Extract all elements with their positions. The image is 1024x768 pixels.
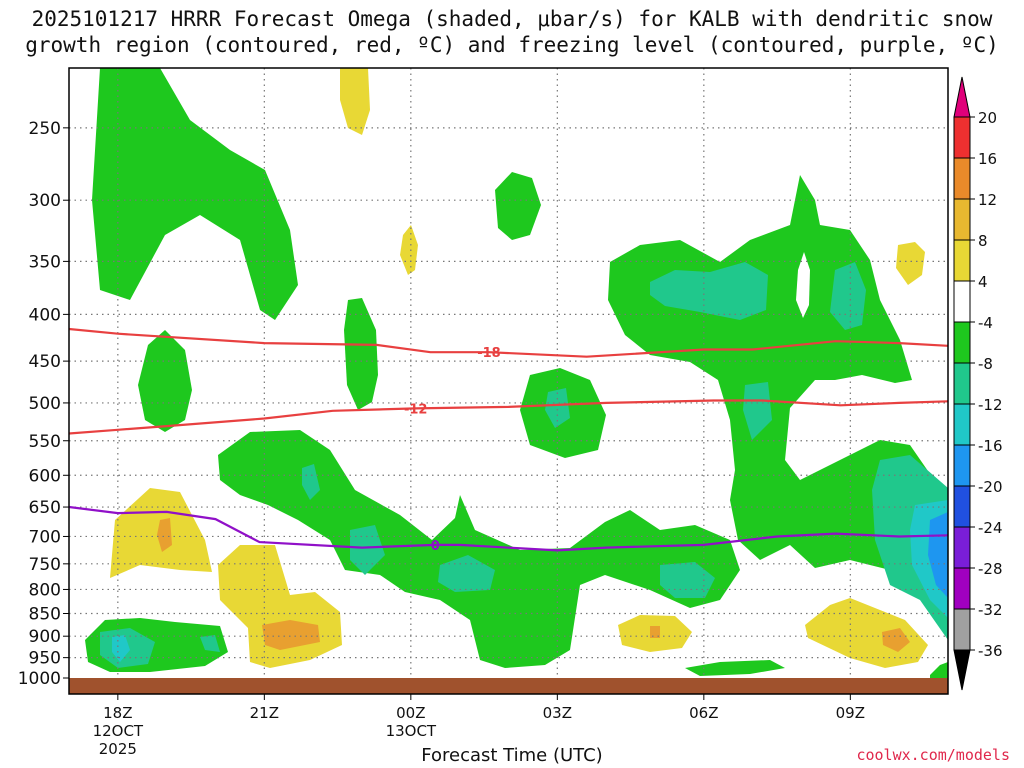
dgz-isotherm-label: -12 (404, 402, 428, 417)
omega-area-teal (830, 262, 866, 330)
colorbar-label: 12 (978, 191, 997, 209)
colorbar-swatch (953, 526, 971, 569)
colorbar-label: -16 (978, 437, 1003, 455)
x-tick-label: 06Z (689, 704, 718, 722)
colorbar-swatch (953, 198, 971, 241)
omega-area-white (796, 252, 810, 318)
omega-area-gold (262, 620, 320, 650)
x-tick-label: 03Z (543, 704, 572, 722)
y-tick-label: 500 (29, 394, 61, 414)
omega-area-gold (882, 628, 910, 652)
colorbar-bottom-arrow (953, 649, 971, 691)
omega-area-teal (350, 525, 385, 575)
omega-area-yellow (400, 225, 418, 275)
omega-area-yellow (896, 242, 925, 285)
colorbar-top-arrow (953, 76, 971, 118)
colorbar-swatch (953, 403, 971, 446)
x-axis-label: Forecast Time (UTC) (421, 745, 603, 766)
omega-area-gold (650, 626, 660, 638)
colorbar-label: 8 (978, 232, 988, 250)
omega-area-green (92, 68, 298, 320)
x-tick-label: 21Z (250, 704, 279, 722)
dgz-isotherm-label: -18 (477, 346, 501, 361)
colorbar-swatch (953, 567, 971, 610)
y-tick-label: 300 (29, 191, 61, 211)
y-tick-label: 450 (29, 352, 61, 372)
omega-area-cyan (112, 635, 130, 662)
colorbar-label: 4 (978, 273, 988, 291)
freezing-level (69, 505, 948, 552)
y-tick-label: 600 (29, 466, 61, 486)
x-tick-sublabel-date: 13OCT (386, 722, 437, 740)
omega-area-teal (438, 555, 495, 592)
colorbar-label: -36 (978, 642, 1003, 660)
y-tick-label: 400 (29, 305, 61, 325)
plot-frame (68, 67, 949, 695)
colorbar-swatch (953, 362, 971, 405)
colorbar-label: -4 (978, 314, 993, 332)
colorbar-swatch (953, 116, 971, 159)
x-tick-sublabel-year: 2025 (99, 740, 137, 758)
colorbar-swatch (953, 157, 971, 200)
y-tick-label: 750 (29, 555, 61, 575)
x-tick-label: 18Z (103, 704, 132, 722)
colorbar-swatch (953, 321, 971, 364)
colorbar-swatch (953, 485, 971, 528)
dgz-isotherm (69, 399, 948, 435)
y-tick-label: 700 (29, 527, 61, 547)
y-tick-label: 650 (29, 498, 61, 518)
omega-area-green (218, 430, 740, 668)
omega-area-teal (545, 388, 570, 428)
colorbar-label: -8 (978, 355, 993, 373)
omega-area-green (930, 662, 948, 678)
x-tick-label: 09Z (836, 704, 865, 722)
omega-shading (85, 68, 948, 678)
colorbar-swatch (953, 280, 971, 323)
colorbar-label: -32 (978, 601, 1003, 619)
colorbar-swatch (953, 444, 971, 487)
y-tick-label: 850 (29, 605, 61, 625)
colorbar-label: -24 (978, 519, 1003, 537)
omega-area-green (138, 330, 192, 432)
colorbar-swatch (953, 239, 971, 282)
y-tick-label: 350 (29, 252, 61, 272)
ground-surface (69, 678, 948, 694)
colorbar-label: -20 (978, 478, 1003, 496)
omega-area-green (495, 172, 541, 240)
omega-area-yellow (340, 68, 370, 135)
y-axis: 2503003504004505005506006507007508008509… (18, 119, 69, 689)
x-tick-sublabel-date: 12OCT (93, 722, 144, 740)
dgz-isotherm (69, 327, 948, 358)
y-tick-label: 250 (29, 119, 61, 139)
omega-area-green (685, 660, 785, 676)
site-credit[interactable]: coolwx.com/models (856, 746, 1010, 764)
omega-area-teal (743, 382, 772, 440)
y-tick-label: 950 (29, 649, 61, 669)
omega-area-blue (928, 512, 948, 598)
chart-title-line-1: 2025101217 HRRR Forecast Omega (shaded, … (31, 7, 993, 31)
y-tick-label: 1000 (18, 669, 61, 689)
colorbar: 20 16 12 8 4 -4 -8 -12 -16 -20 -24 -28 -32 -36 (953, 76, 1003, 691)
omega-area-gold (157, 518, 172, 552)
omega-area-teal (200, 635, 220, 652)
omega-area-green (344, 298, 378, 410)
colorbar-swatch (953, 608, 971, 651)
omega-area-teal (302, 464, 320, 500)
colorbar-label: -28 (978, 560, 1003, 578)
omega-area-teal (660, 562, 715, 598)
colorbar-label: 16 (978, 150, 997, 168)
x-tick-label: 00Z (396, 704, 425, 722)
colorbar-label: -12 (978, 396, 1003, 414)
omega-area-teal (650, 262, 768, 320)
y-tick-label: 900 (29, 627, 61, 647)
chart-title-line-2: growth region (contoured, red, ºC) and f… (25, 33, 999, 57)
isotherm-contours: -18 -12 0 (69, 327, 948, 554)
y-tick-label: 550 (29, 432, 61, 452)
freezing-level-label: 0 (431, 539, 440, 554)
grid-lines (69, 68, 948, 678)
y-tick-label: 800 (29, 580, 61, 600)
colorbar-label: 20 (978, 109, 997, 127)
